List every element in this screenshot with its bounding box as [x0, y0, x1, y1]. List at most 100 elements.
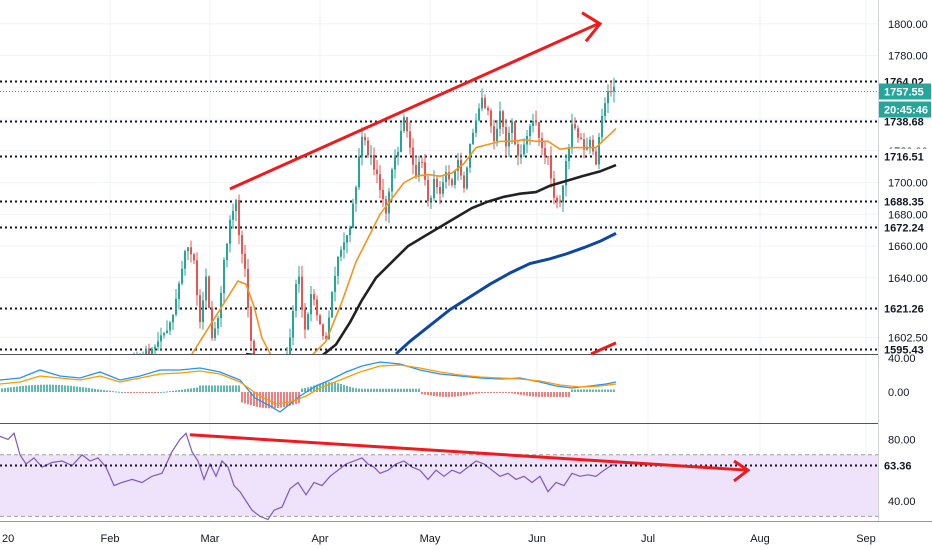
macd-line: [0, 361, 617, 413]
candle-body: [79, 398, 81, 400]
macd-histogram-bar: [67, 385, 69, 392]
candle-body: [298, 276, 300, 285]
level-price-tag-background: [879, 219, 931, 236]
macd-histogram-bar: [217, 385, 219, 392]
candle-body: [160, 335, 162, 342]
candle-body: [130, 366, 132, 370]
macd-histogram-bar: [94, 388, 96, 392]
macd-histogram-bar: [559, 392, 561, 397]
macd-histogram-bar: [145, 392, 147, 393]
main-price-pane: [0, 11, 878, 483]
macd-histogram-bar: [445, 392, 447, 397]
candle-body: [421, 161, 423, 163]
trend-annotations: [189, 11, 751, 483]
macd-histogram-bar: [283, 392, 285, 408]
macd-histogram-bar: [460, 392, 462, 397]
macd-histogram-bar: [4, 388, 6, 392]
candle-body: [28, 400, 30, 401]
macd-histogram-bar: [535, 392, 537, 397]
candle-body: [451, 179, 453, 185]
macd-histogram-bar: [235, 385, 237, 392]
time-axis-label: Apr: [311, 533, 328, 545]
macd-histogram-bar: [52, 384, 54, 392]
candle-body: [454, 170, 456, 185]
candle-body: [343, 242, 345, 250]
macd-histogram-bar: [355, 388, 357, 392]
level-price-tag: 1672.24: [879, 219, 931, 236]
macd-histogram-bar: [205, 385, 207, 392]
candle-body: [499, 111, 501, 129]
macd-histogram-bar: [526, 392, 528, 396]
candle-body: [154, 346, 156, 349]
candle-body: [322, 324, 324, 336]
candle-body: [547, 156, 549, 158]
macd-histogram-bar: [199, 385, 201, 392]
candle-body: [178, 283, 180, 299]
candle-body: [553, 178, 555, 198]
price-tick-label: 1780.00: [888, 51, 928, 63]
candle-body: [166, 330, 168, 334]
candle-body: [544, 148, 546, 157]
candle-body: [157, 341, 159, 347]
macd-histogram-bar: [103, 390, 105, 392]
candle-body: [358, 156, 360, 188]
candle-body: [151, 348, 153, 354]
candle-body: [301, 276, 303, 310]
macd-histogram-bar: [430, 392, 432, 396]
candle-body: [568, 147, 570, 162]
macd-histogram-bar: [184, 389, 186, 392]
candle-body: [391, 169, 393, 192]
macd-histogram-bar: [7, 387, 9, 392]
macd-histogram-bar: [589, 389, 591, 392]
candle-body: [193, 254, 195, 261]
candle-body: [487, 107, 489, 111]
candle-body: [256, 368, 258, 374]
candle-body: [250, 307, 252, 341]
candle-body: [226, 243, 228, 260]
macd-histogram-bar: [172, 390, 174, 392]
rsi-falling-trendline-arrowhead: [733, 459, 751, 483]
macd-histogram-bar: [271, 392, 273, 409]
countdown-tag-background: [879, 101, 931, 118]
candle-body: [439, 187, 441, 194]
candle-body: [523, 144, 525, 155]
macd-histogram-bar: [595, 389, 597, 392]
candle-body: [283, 378, 285, 386]
candle-body: [295, 284, 297, 311]
macd-histogram-bar: [574, 389, 576, 392]
macd-histogram-bar: [544, 392, 546, 397]
macd-histogram-bar: [490, 392, 492, 393]
candle-body: [565, 161, 567, 186]
macd-histogram-bar: [370, 388, 372, 392]
macd-histogram-bar: [541, 392, 543, 397]
candle-body: [505, 127, 507, 147]
rsi-falling-trendline-arrow: [189, 433, 749, 472]
candle-body: [562, 185, 564, 203]
macd-histogram-bar: [493, 392, 495, 393]
macd-histogram-bar: [418, 388, 420, 392]
price-tick-label: 1602.50: [888, 332, 928, 344]
candle-body: [55, 391, 57, 398]
level-price-tag-text: 1672.24: [884, 223, 925, 235]
candle-body: [7, 407, 9, 412]
macd-histogram-bar: [532, 392, 534, 397]
macd-histogram-bar: [16, 386, 18, 392]
candle-body: [463, 175, 465, 189]
candle-body: [397, 151, 399, 157]
countdown-tag: 20:45:46: [879, 101, 931, 118]
macd-histogram-bar: [361, 388, 363, 392]
macd-histogram-bar: [592, 389, 594, 392]
macd-histogram-bar: [403, 388, 405, 392]
candle-body: [541, 137, 543, 149]
rsi-tick-label: 40.00: [888, 496, 916, 508]
candle-body: [394, 156, 396, 170]
moving-average-mid-line: [246, 163, 617, 354]
candle-body: [376, 169, 378, 175]
candle-body: [142, 358, 144, 359]
macd-histogram-bar: [427, 392, 429, 396]
time-axis: 20 Feb Mar Apr May Jun Jul Aug Sep: [2, 533, 876, 545]
macd-signal-line: [0, 364, 617, 405]
macd-histogram-bar: [247, 392, 249, 405]
macd-histogram-bar: [82, 387, 84, 392]
